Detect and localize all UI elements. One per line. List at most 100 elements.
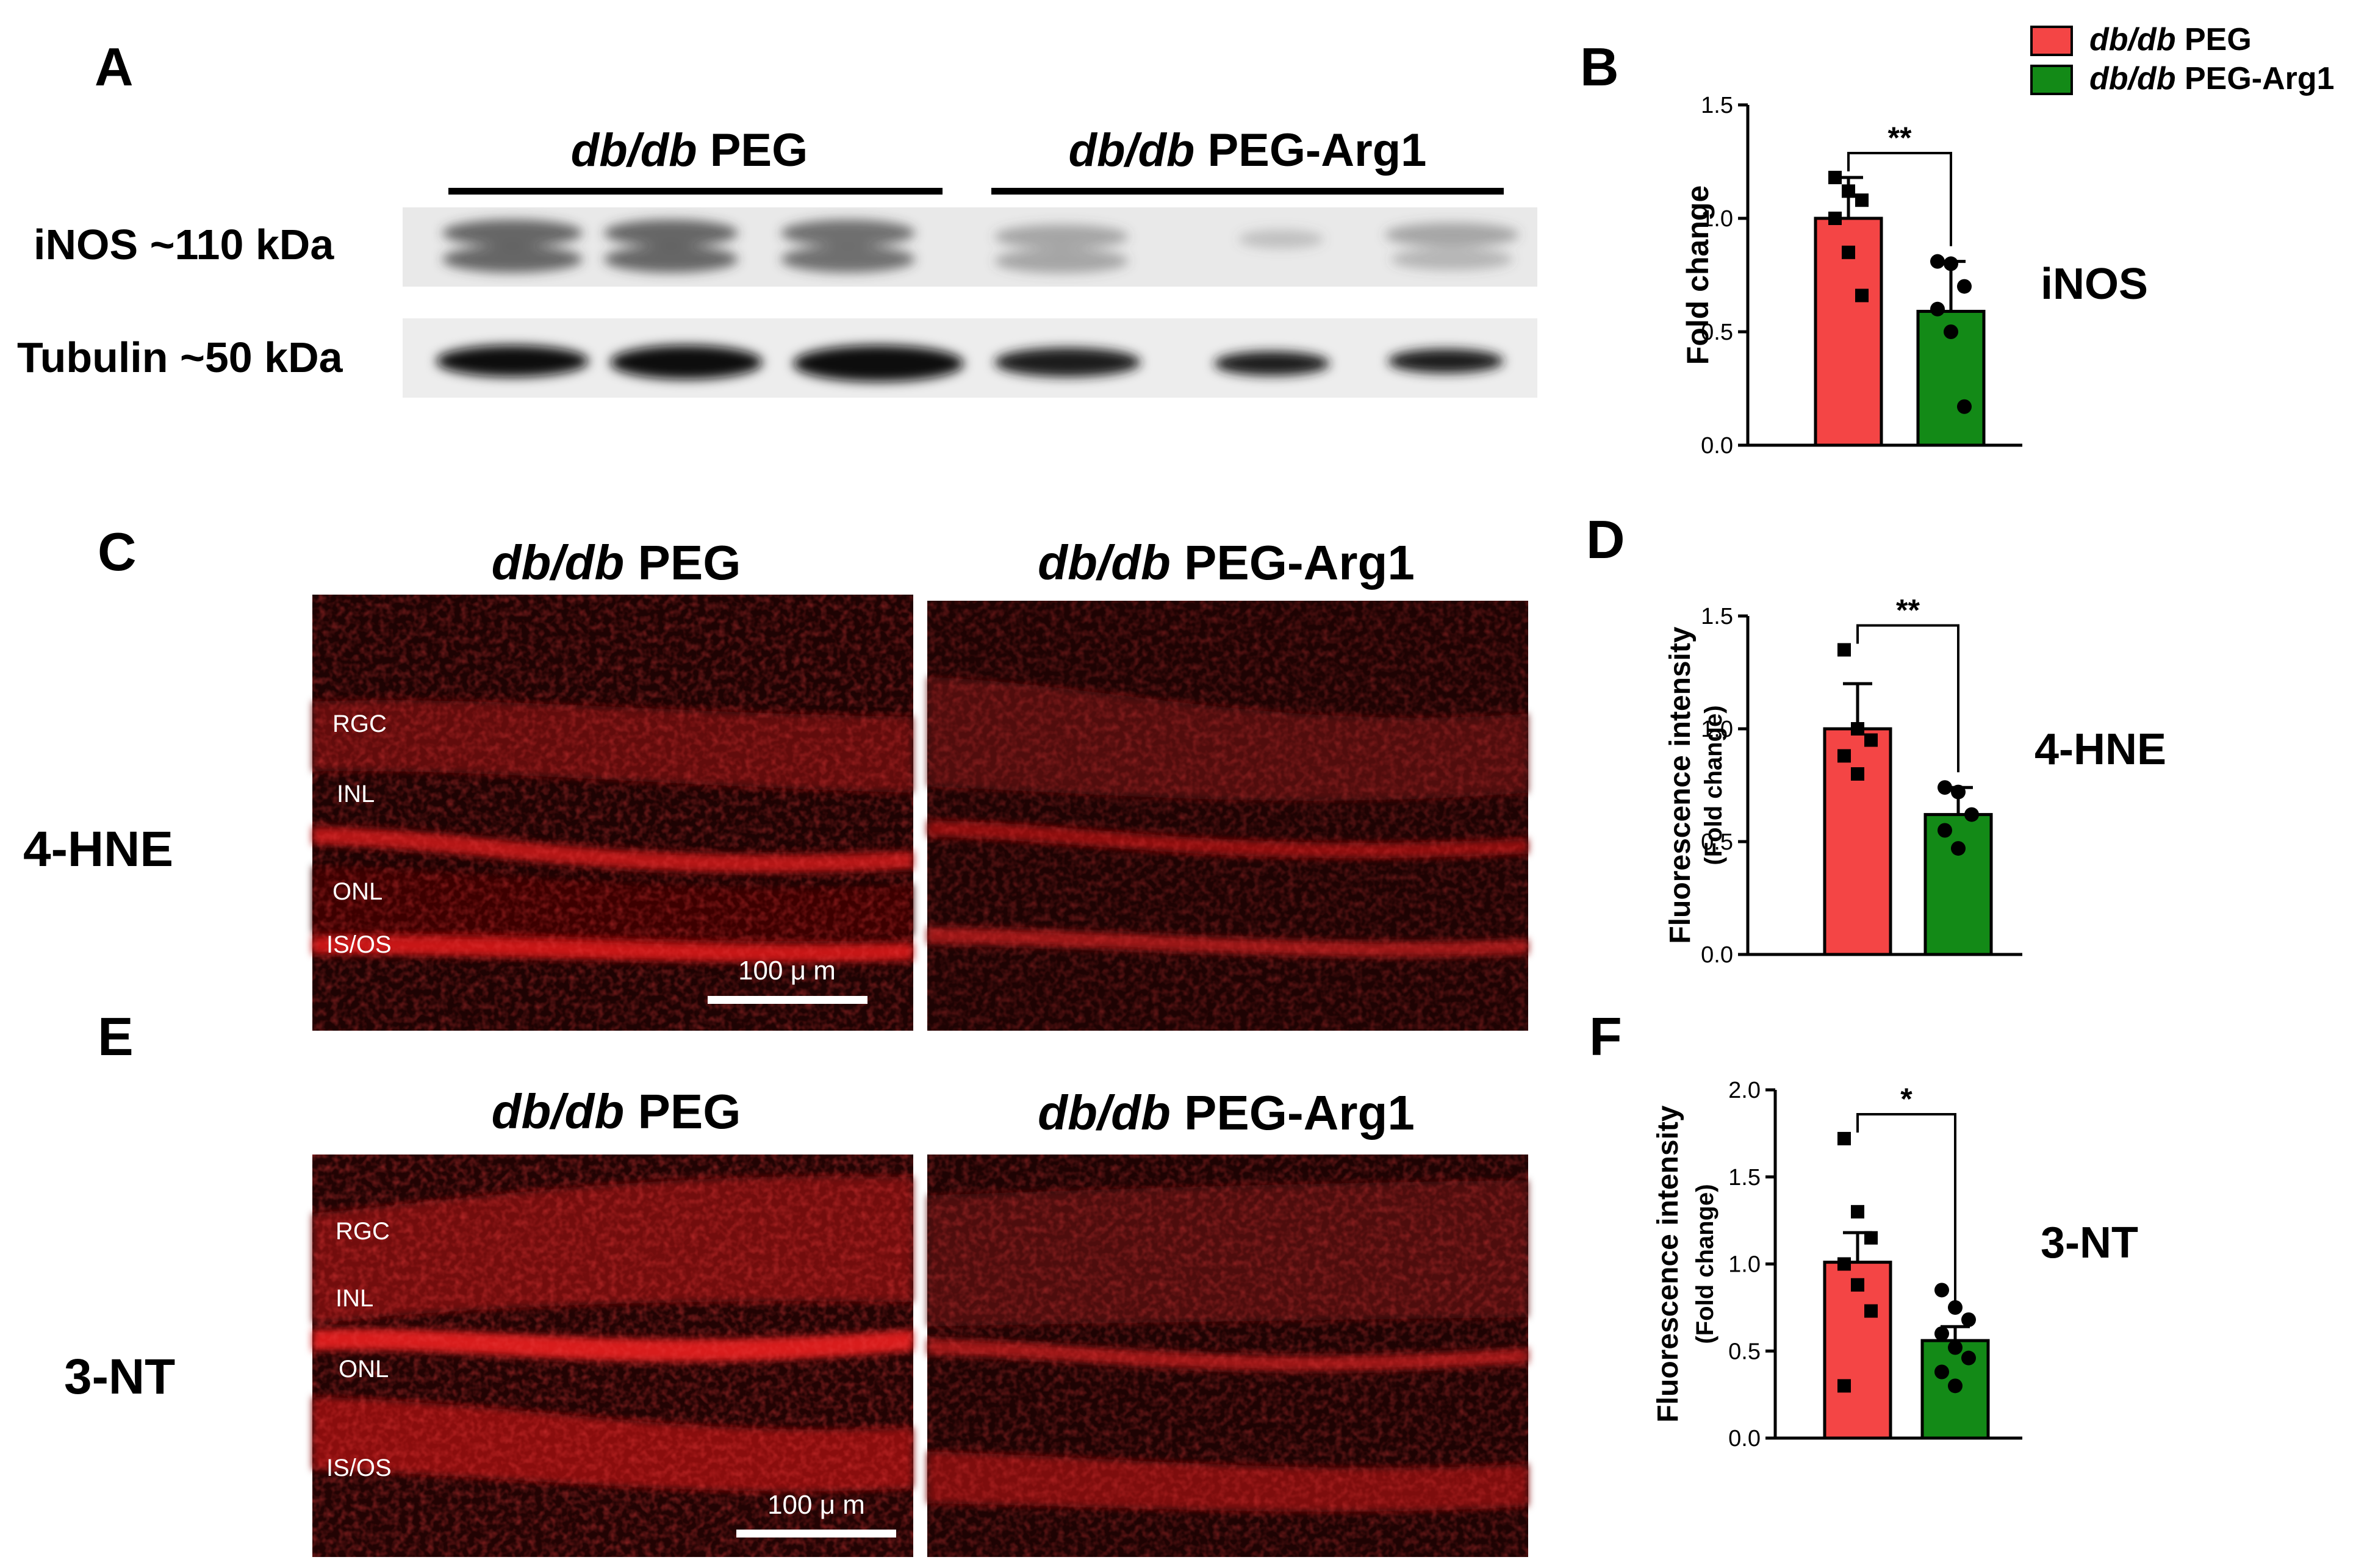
group-label-italic: db/db [1038, 535, 1171, 590]
svg-text:db/db PEG-Arg1: db/db PEG-Arg1 [1069, 124, 1427, 176]
data-point [1837, 1131, 1851, 1145]
group-label-italic: db/db [1069, 124, 1195, 176]
y-tick-label: 1.0 [1701, 717, 1733, 742]
data-point [1837, 643, 1851, 657]
bar [1823, 727, 1892, 956]
data-point [1961, 1350, 1976, 1366]
y-tick-label: 2.0 [1728, 1078, 1761, 1103]
y-axis-label: Fluorescence intensity [1664, 626, 1697, 943]
legend-label-rest: PEG [2176, 22, 2252, 57]
y-tick-label: 0.0 [1701, 433, 1733, 459]
data-point [1837, 749, 1851, 763]
legend-label-rest: PEG-Arg1 [2176, 61, 2335, 96]
panel-letter-d: D [1586, 509, 1625, 570]
data-point [1851, 1278, 1864, 1292]
data-point [1938, 780, 1952, 795]
legend: db/db PEG db/db PEG-Arg1 [2030, 22, 2335, 96]
panel-letter-c: C [98, 521, 137, 582]
data-point [1951, 784, 1966, 800]
data-point [1934, 1326, 1949, 1341]
legend-label-italic: db/db [2089, 22, 2176, 57]
group-label-italic: db/db [492, 1084, 625, 1139]
legend-label-italic: db/db [2089, 61, 2176, 96]
data-point [1864, 1304, 1878, 1318]
chart-side-label: 3-NT [2041, 1219, 2138, 1267]
band-label-inos: iNOS ~110 kDa [34, 221, 334, 268]
panel-letter-a: A [95, 37, 134, 97]
group-label-italic: db/db [571, 124, 697, 176]
scale-bar [736, 1530, 896, 1538]
data-point [1930, 301, 1945, 317]
significance-label: ** [1888, 121, 1912, 155]
blot-header-arg1: db/db PEG-Arg1 [991, 124, 1504, 195]
chart-3nt: 0.0 0.5 1.0 1.5 2.0 (Fold change) Fluorescence… [1652, 1078, 2138, 1452]
bar [1814, 217, 1883, 447]
micrograph-e-arg1 [927, 1155, 1528, 1557]
data-point [1964, 807, 1979, 822]
chart-inos: 0.0 0.5 1.0 1.5 Fold change ** iNOS [1681, 93, 2148, 459]
layer-label-rgc: RGC [336, 1218, 390, 1245]
significance-label: ** [1896, 593, 1920, 628]
band-label-tubulin: Tubulin ~50 kDa [17, 334, 343, 381]
data-point [1851, 767, 1864, 781]
data-point [1842, 245, 1855, 259]
data-point [1934, 1364, 1949, 1380]
legend-swatch-arg1 [2030, 65, 2073, 95]
data-point [1855, 193, 1869, 207]
blot-header-peg: db/db PEG [448, 124, 943, 195]
group-label-rest: PEG-Arg1 [1194, 124, 1426, 176]
chart-side-label: 4-HNE [2035, 725, 2166, 774]
layer-label-inl: INL [336, 1285, 373, 1312]
micrograph-c-peg: RGC INL ONL IS/OS 100 μ m [312, 595, 913, 1031]
y-tick-label: 0.0 [1728, 1426, 1761, 1452]
data-point [1842, 184, 1855, 198]
data-point [1828, 171, 1842, 185]
blot-strip-tubulin [403, 318, 1537, 398]
data-point [1855, 288, 1869, 303]
data-point [1851, 1205, 1864, 1219]
y-tick-label: 1.5 [1728, 1165, 1761, 1190]
y-axis-label-sub: (Fold change) [1700, 705, 1727, 865]
micro-header-c-peg: db/db PEG [492, 535, 741, 590]
bar [1923, 813, 1993, 956]
significance-bracket [1856, 1112, 1956, 1312]
y-tick-label: 0.5 [1728, 1339, 1761, 1364]
scale-bar-label: 100 μ m [738, 956, 836, 986]
svg-text:db/db PEG: db/db PEG [2089, 22, 2252, 57]
y-tick-label: 1.5 [1701, 93, 1733, 118]
group-label-rest: PEG-Arg1 [1171, 535, 1415, 590]
significance-label: * [1900, 1082, 1912, 1116]
layer-label-inl: INL [337, 781, 375, 807]
data-point [1957, 399, 1972, 414]
group-label-rest: PEG [624, 1084, 741, 1139]
data-point [1828, 212, 1842, 225]
scale-bar-label: 100 μ m [767, 1490, 865, 1520]
y-axis-label: Fluorescence intensity [1652, 1105, 1684, 1422]
y-tick-label: 0.5 [1701, 320, 1733, 345]
group-label-italic: db/db [1038, 1086, 1171, 1140]
side-label-4hne: 4-HNE [23, 822, 173, 877]
y-tick-label: 1.0 [1701, 206, 1733, 232]
micro-header-e-arg1: db/db PEG-Arg1 [1038, 1086, 1415, 1140]
y-tick-label: 1.5 [1701, 604, 1733, 629]
significance-bracket [1847, 152, 1952, 246]
group-label-rest: PEG-Arg1 [1171, 1086, 1415, 1140]
layer-label-onl: ONL [332, 878, 382, 905]
blot-strip-inos [403, 207, 1537, 287]
layer-label-rgc: RGC [332, 711, 387, 737]
scale-bar [708, 996, 867, 1004]
panel-letter-e: E [98, 1006, 134, 1067]
y-tick-label: 1.0 [1728, 1252, 1761, 1278]
micro-header-c-arg1: db/db PEG-Arg1 [1038, 535, 1415, 590]
group-label-rest: PEG [697, 124, 808, 176]
data-point [1864, 1231, 1878, 1245]
y-tick-label: 0.0 [1701, 942, 1733, 968]
group-label-rest: PEG [624, 535, 741, 590]
data-point [1930, 254, 1945, 269]
group-label-italic: db/db [492, 535, 625, 590]
layer-label-isos: IS/OS [326, 931, 392, 958]
panel-letter-b: B [1580, 37, 1619, 97]
data-point [1957, 279, 1972, 294]
data-point [1961, 1312, 1976, 1327]
